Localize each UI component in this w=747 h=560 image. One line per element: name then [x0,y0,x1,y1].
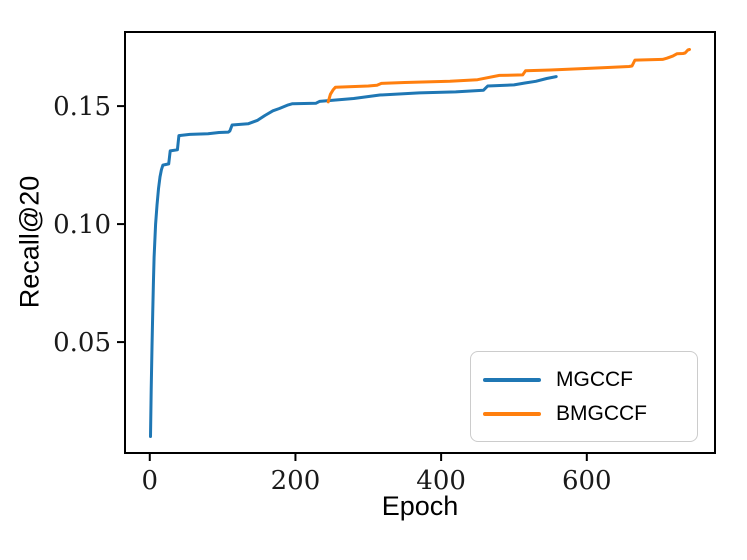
y-tick-label: 0.05 [53,328,111,358]
y-tick-label: 0.10 [53,210,111,240]
x-tick-label: 400 [416,466,466,496]
y-axis-label: Recall@20 [14,175,45,309]
mgccf-line-icon [483,377,541,382]
legend-entry-bmgccf: BMGCCF [483,403,687,424]
legend-entry-mgccf: MGCCF [483,369,687,390]
legend-label-bmgccf: BMGCCF [556,402,647,425]
legend-label-mgccf: MGCCF [556,368,633,391]
x-tick-label: 600 [562,466,612,496]
y-tick-label: 0.15 [53,92,111,122]
axes-frame [124,31,716,454]
x-tick-label: 0 [141,466,158,496]
x-tick-label: 200 [271,466,321,496]
series-line-bmgccf [326,48,691,104]
x-axis-label: Epoch [381,491,459,521]
series-line-mgccf [149,75,558,438]
bmgccf-line-icon [483,411,541,416]
legend: MGCCF BMGCCF [470,351,698,442]
